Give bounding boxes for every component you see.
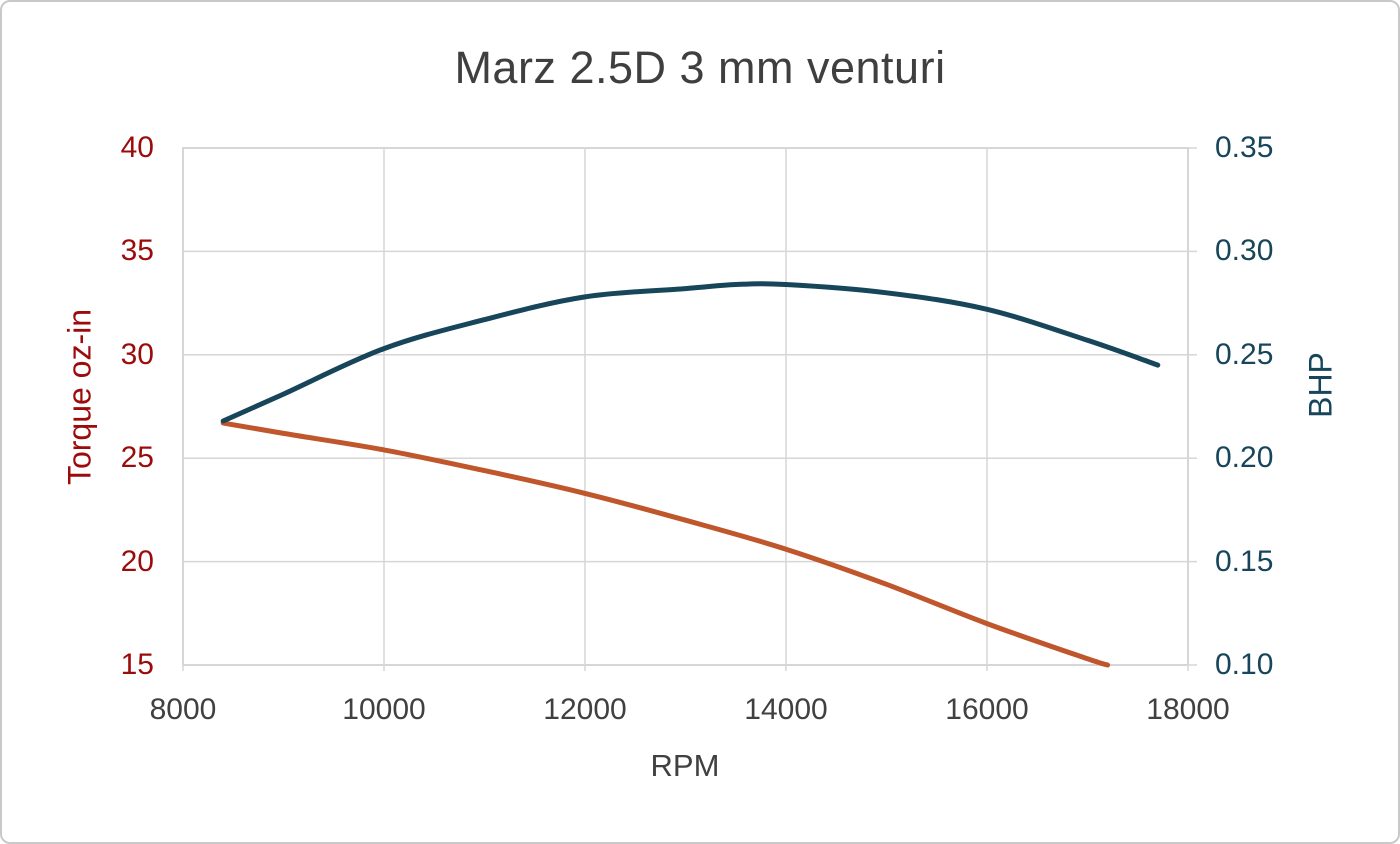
right-axis-tick-label: 0.25 <box>1215 337 1274 371</box>
left-axis-tick-label: 40 <box>120 131 154 164</box>
x-axis-tick-label: 16000 <box>945 693 1029 726</box>
left-axis-tick-label: 20 <box>120 544 154 578</box>
x-axis-tick-label: 10000 <box>342 693 426 726</box>
right-axis-tick-label: 0.30 <box>1215 234 1274 268</box>
x-axis-tick-label: 18000 <box>1146 693 1230 726</box>
bhp-curve <box>220 281 1161 424</box>
left-axis-tick-label: 25 <box>120 441 154 475</box>
right-axis-tick-label: 0.10 <box>1215 648 1274 681</box>
x-axis-tick-label: 12000 <box>543 693 627 726</box>
plot-border <box>182 147 1189 666</box>
x-axis-tick-label: 14000 <box>744 693 828 726</box>
x-axis-label: RPM <box>650 748 720 783</box>
left-axis-tick-label: 30 <box>120 337 154 371</box>
left-axis-tick-label: 15 <box>120 648 154 681</box>
right-axis-label: BHP <box>1302 352 1339 418</box>
left-axis-tick-label: 35 <box>120 234 154 268</box>
chart-title: Marz 2.5D 3 mm venturi <box>454 42 946 93</box>
right-axis-tick-label: 0.15 <box>1215 544 1274 578</box>
x-axis-tick-label: 8000 <box>149 693 217 726</box>
right-axis-tick-label: 0.20 <box>1215 441 1274 475</box>
left-axis-label: Torque oz-in <box>61 308 98 486</box>
right-axis-tick-label: 0.35 <box>1215 131 1274 164</box>
torque-curve <box>220 420 1111 668</box>
